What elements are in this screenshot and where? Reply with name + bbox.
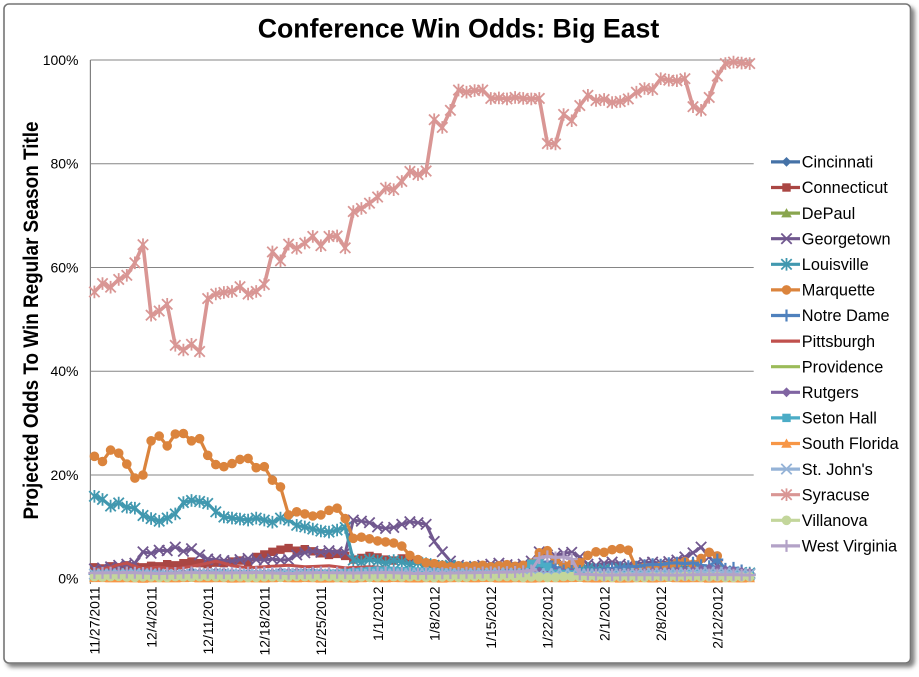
svg-text:Conference Win Odds: Big East: Conference Win Odds: Big East (258, 13, 660, 43)
svg-text:12/18/2011: 12/18/2011 (257, 586, 273, 655)
svg-text:Providence: Providence (802, 358, 883, 376)
svg-text:1/1/2012: 1/1/2012 (370, 586, 386, 641)
svg-text:12/4/2011: 12/4/2011 (143, 586, 159, 647)
svg-text:12/11/2011: 12/11/2011 (200, 586, 216, 654)
svg-text:Cincinnati: Cincinnati (802, 154, 874, 172)
svg-text:0%: 0% (58, 571, 78, 587)
svg-text:2/1/2012: 2/1/2012 (596, 586, 612, 641)
svg-text:Seton Hall: Seton Hall (802, 410, 877, 428)
svg-text:West Virginia: West Virginia (802, 538, 898, 556)
svg-text:2/12/2012: 2/12/2012 (710, 586, 726, 648)
svg-text:Connecticut: Connecticut (802, 179, 888, 197)
svg-text:1/8/2012: 1/8/2012 (427, 586, 443, 641)
svg-text:St. John's: St. John's (802, 461, 873, 479)
svg-text:1/22/2012: 1/22/2012 (540, 586, 556, 648)
svg-text:11/27/2011: 11/27/2011 (87, 586, 103, 654)
svg-text:South Florida: South Florida (802, 435, 900, 453)
svg-text:Louisville: Louisville (802, 256, 869, 274)
svg-text:Georgetown: Georgetown (802, 230, 891, 248)
svg-text:Rutgers: Rutgers (802, 384, 859, 402)
svg-text:12/25/2011: 12/25/2011 (313, 586, 329, 655)
svg-text:Notre Dame: Notre Dame (802, 307, 890, 325)
svg-text:100%: 100% (43, 52, 79, 68)
svg-text:2/8/2012: 2/8/2012 (653, 586, 669, 641)
svg-text:Pittsburgh: Pittsburgh (802, 333, 875, 351)
svg-text:Marquette: Marquette (802, 282, 875, 300)
svg-text:1/15/2012: 1/15/2012 (483, 586, 499, 648)
svg-text:Syracuse: Syracuse (802, 486, 870, 504)
svg-text:Projected Odds To Win Regular: Projected Odds To Win Regular Season Tit… (20, 121, 43, 519)
svg-text:Villanova: Villanova (802, 512, 869, 530)
svg-text:80%: 80% (50, 156, 78, 172)
svg-text:DePaul: DePaul (802, 205, 855, 223)
svg-text:20%: 20% (50, 467, 78, 483)
svg-text:60%: 60% (50, 259, 78, 275)
svg-text:40%: 40% (50, 363, 78, 379)
